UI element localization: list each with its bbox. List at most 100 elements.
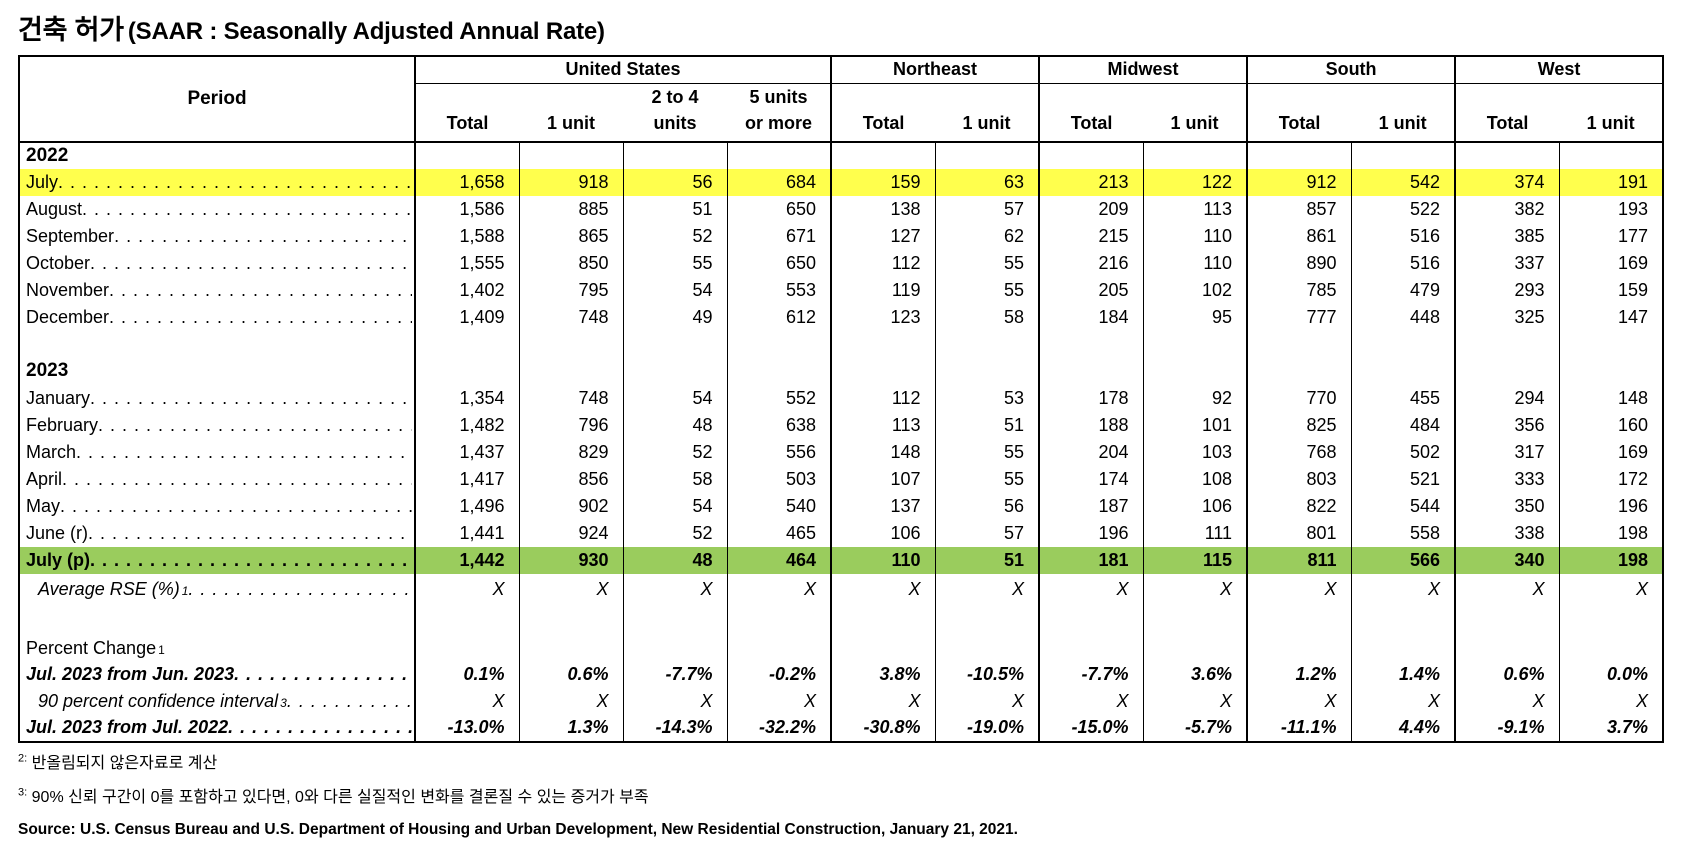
period-cell-content: May [26,496,414,517]
value-cell: 1.3% [518,714,623,742]
column-header: 1 unit [1170,112,1219,133]
dot-leader [90,388,412,409]
value-cell: 825 [1246,411,1352,439]
column-header: 1 unit [1586,112,1635,133]
value-cell [934,631,1040,661]
column-header: 1 unit [547,112,595,133]
value-cell: 174 [1038,465,1144,493]
value-cell: 55 [622,249,727,277]
value-cell: X [1454,573,1560,605]
period-cell-content: 2023 [26,360,414,382]
value-cell: 650 [726,249,832,277]
value-cell: 885 [518,195,623,223]
value-cell: 502 [1350,438,1456,466]
value-cell: 465 [726,519,832,547]
period-cell: 2023 [19,358,415,385]
value-cell: 148 [1558,384,1664,412]
value-cell: 612 [726,303,832,331]
value-cell: 356 [1454,411,1560,439]
period-cell [19,605,415,632]
value-cell: 159 [830,168,936,196]
value-cell: 0.0% [1558,660,1664,688]
dot-leader [88,523,412,544]
dot-leader [287,691,412,712]
value-cell [1142,604,1248,632]
value-cell: 51 [622,195,727,223]
value-cell: 55 [934,465,1040,493]
period-label: January [26,387,91,408]
value-cell: 52 [622,519,727,547]
value-cell [1038,604,1144,632]
group-header-midwest: Midwest [1038,56,1248,84]
period-cell-content: March [26,442,414,463]
value-cell: X [1350,687,1456,715]
value-cell: X [518,687,623,715]
value-cell: -30.8% [830,714,936,742]
value-cell: 1,441 [414,519,519,547]
period-cell: February [19,412,415,439]
table-row-average-rse: Average RSE (%)1XXXXXXXXXXXX [19,573,1664,605]
table-row-blank [19,604,1664,632]
table-row-90-percent-confidence-interval: 90 percent confidence interval3XXXXXXXXX… [19,687,1664,715]
period-cell-content: February [26,415,414,436]
value-cell [1558,141,1664,169]
value-cell: 102 [1142,276,1248,304]
value-cell: -15.0% [1038,714,1144,742]
value-cell [1454,604,1560,632]
value-cell: 198 [1558,546,1664,574]
period-label: May [26,495,61,516]
value-cell [1558,330,1664,358]
value-cell: 294 [1454,384,1560,412]
value-cell: 553 [726,276,832,304]
value-cell: -10.5% [934,660,1040,688]
value-cell: 777 [1246,303,1352,331]
period-cell-content: September [26,226,414,247]
value-cell [518,604,623,632]
period-label: September [26,225,115,246]
dot-leader [234,664,412,685]
period-cell-content: April [26,469,414,490]
value-cell: 785 [1246,276,1352,304]
value-cell: 57 [934,195,1040,223]
value-cell: 101 [1142,411,1248,439]
value-cell: 671 [726,222,832,250]
value-cell: -13.0% [414,714,519,742]
value-cell: 857 [1246,195,1352,223]
value-cell: 556 [726,438,832,466]
table-row-2023: 2023 [19,357,1664,385]
value-cell: 159 [1558,276,1664,304]
value-cell: 62 [934,222,1040,250]
value-cell: 205 [1038,276,1144,304]
value-cell: 293 [1454,276,1560,304]
value-cell: 1.4% [1350,660,1456,688]
value-cell: 1,437 [414,438,519,466]
value-cell: 382 [1454,195,1560,223]
value-cell: 1,409 [414,303,519,331]
value-cell [1246,330,1352,358]
value-cell: X [1038,687,1144,715]
group-header-west: West [1454,56,1664,84]
period-cell-content: November [26,280,414,301]
period-label: December [26,306,110,327]
value-cell: X [1038,573,1144,605]
value-cell: 209 [1038,195,1144,223]
value-cell: 811 [1246,546,1352,574]
value-cell: 107 [830,465,936,493]
dot-leader [82,199,412,220]
value-cell: 638 [726,411,832,439]
value-cell: 110 [1142,249,1248,277]
value-cell: X [622,687,727,715]
value-cell: 1,442 [414,546,519,574]
value-cell: 196 [1558,492,1664,520]
table-row-july-p: July (p) 1,442930484641105118111581156634… [19,546,1664,574]
table-row-jul-2023-from-jun-2023: Jul. 2023 from Jun. 20230.1%0.6%-7.7%-0.… [19,660,1664,688]
value-cell: X [726,687,832,715]
value-cell: 1,496 [414,492,519,520]
period-cell: June (r) [19,520,415,547]
value-cell [622,330,727,358]
column-header: 1 unit [1378,112,1427,133]
value-cell: 1,555 [414,249,519,277]
value-cell: 177 [1558,222,1664,250]
value-cell: 113 [1142,195,1248,223]
value-cell: 48 [622,546,727,574]
